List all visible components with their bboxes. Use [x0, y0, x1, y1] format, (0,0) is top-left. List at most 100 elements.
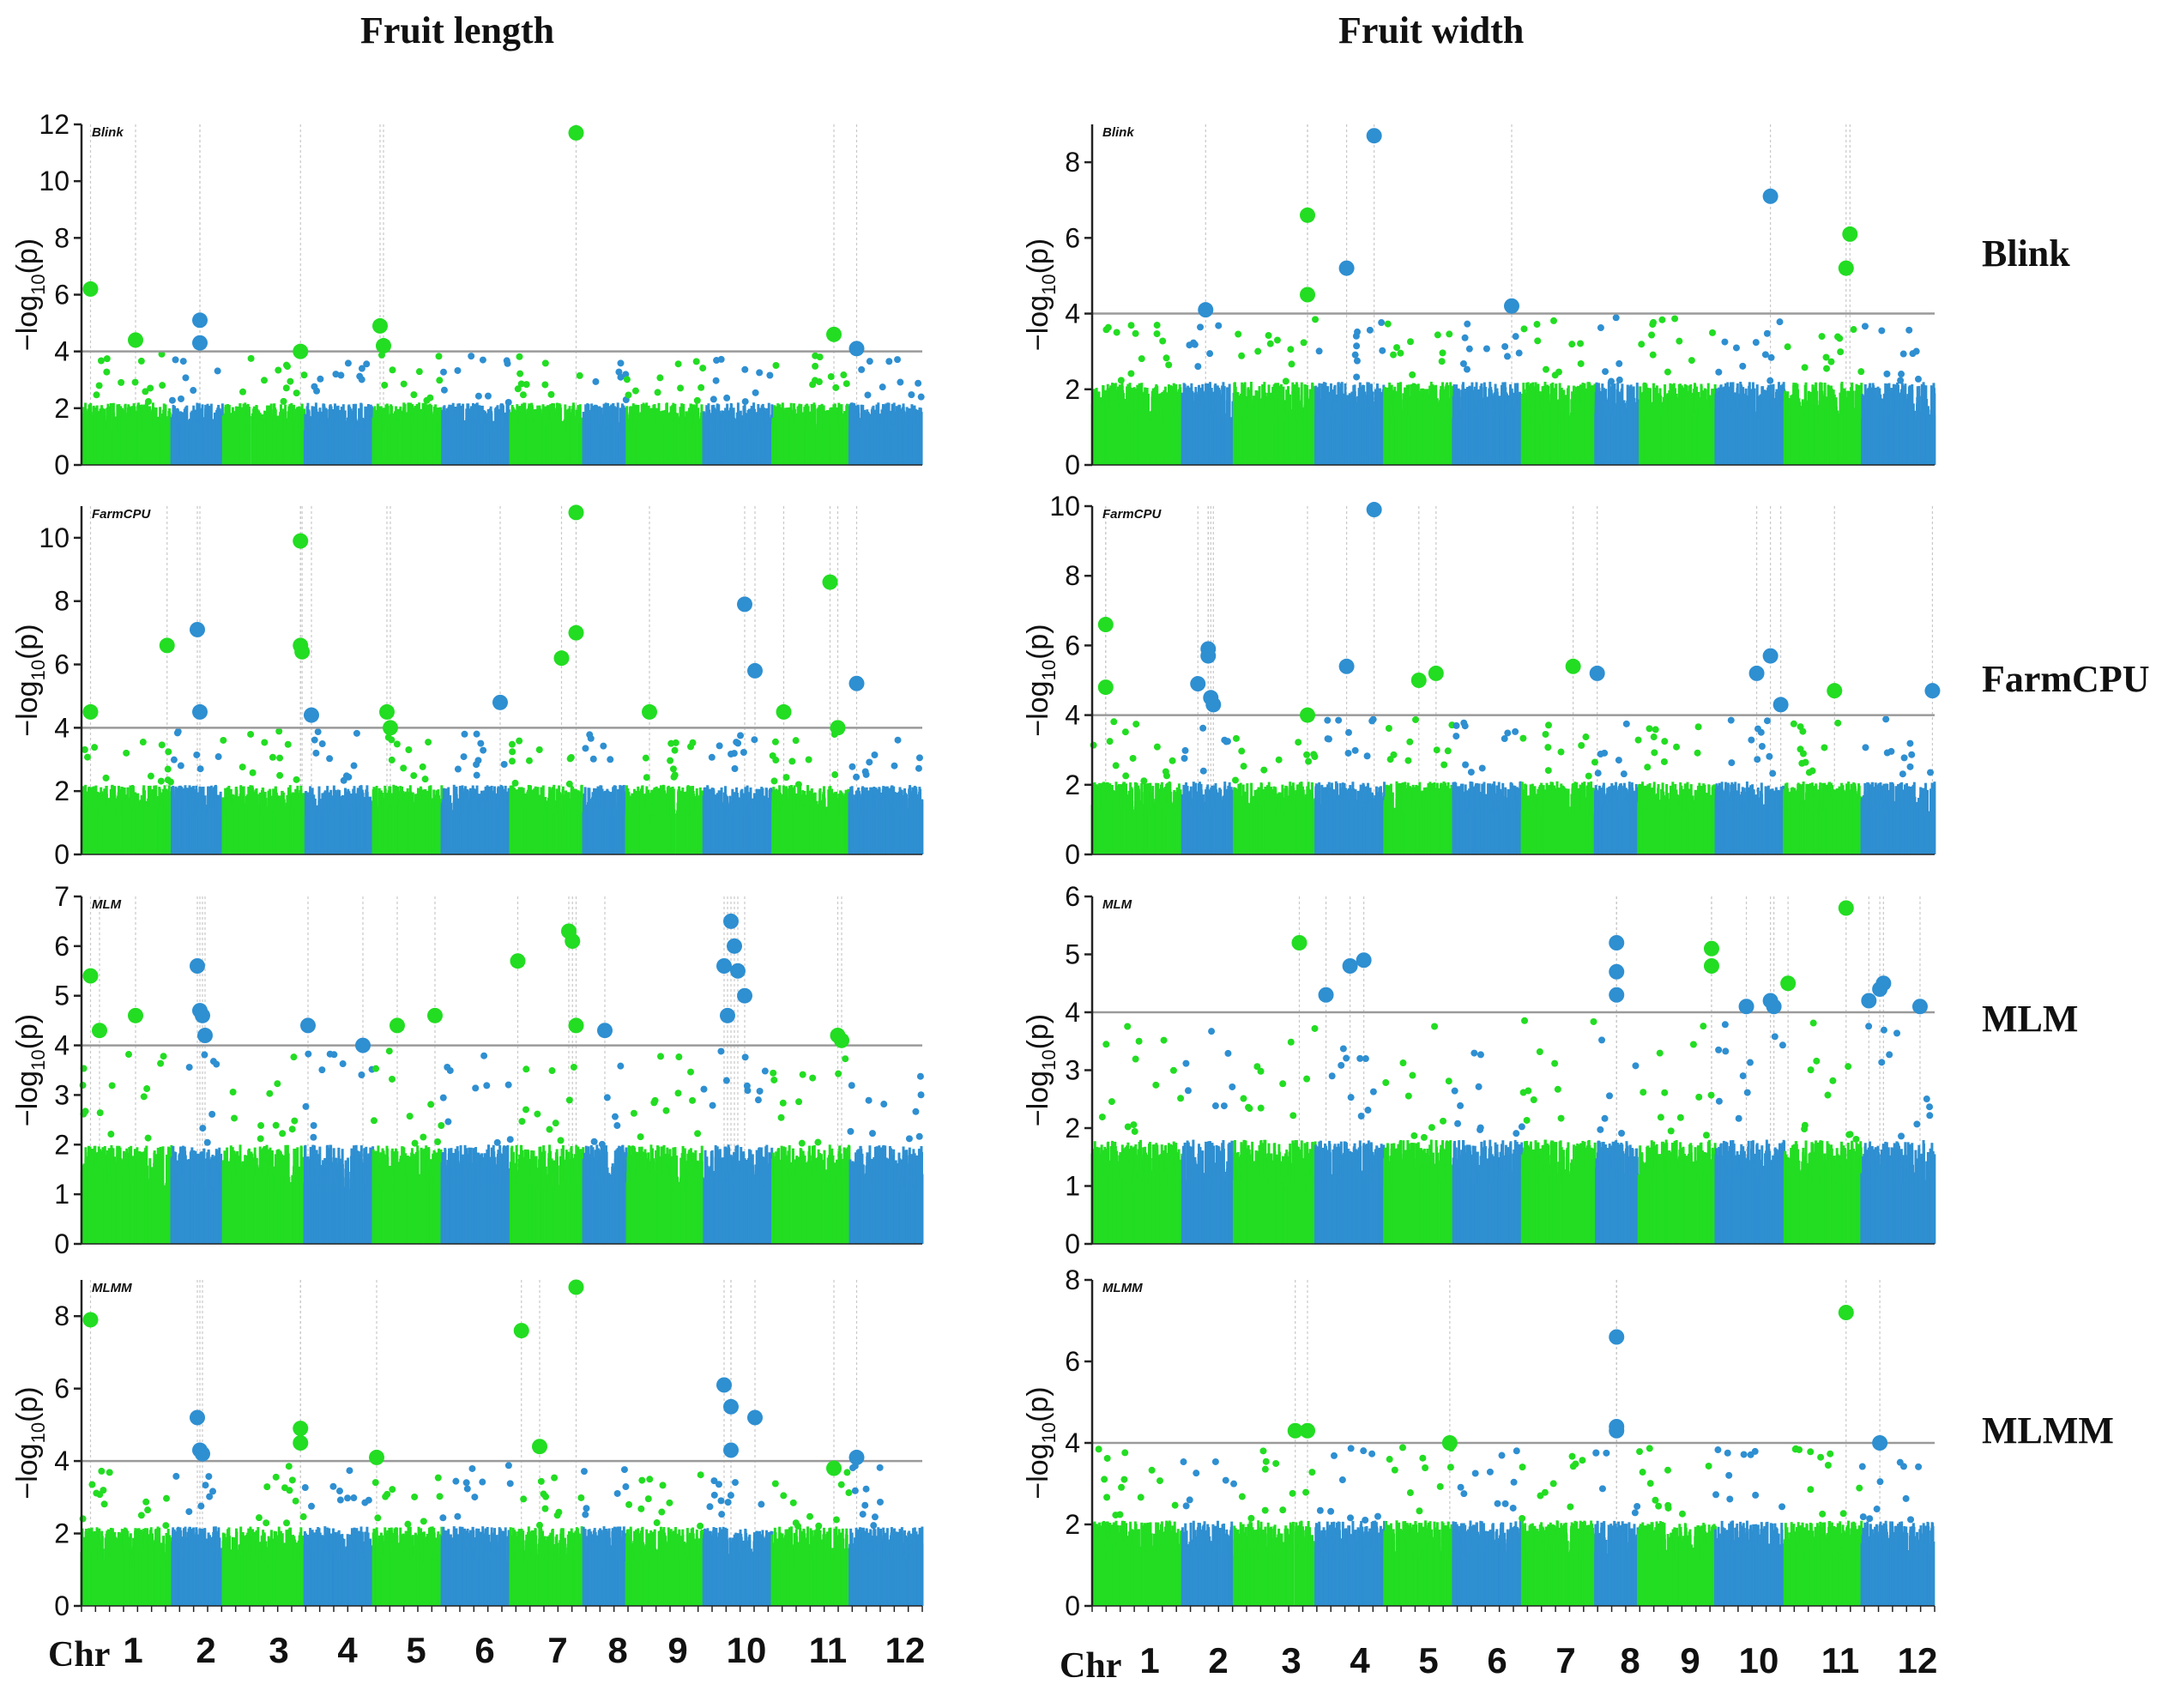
chromosome-label: 5 — [1418, 1640, 1438, 1681]
chromosome-label: 6 — [474, 1630, 494, 1670]
significant-snp — [1772, 697, 1789, 713]
snp-cloud-chr3 — [221, 1053, 306, 1244]
y-tick-label: 6 — [54, 931, 69, 962]
y-axis-label: −log10(p) — [1022, 238, 1060, 351]
snp-cloud-chr6 — [439, 1462, 514, 1606]
significant-snp — [1366, 128, 1382, 144]
significant-snp — [1300, 287, 1316, 303]
significant-snp — [848, 675, 865, 691]
y-tick-label: 0 — [1065, 1228, 1080, 1259]
y-tick-label: 2 — [1065, 1509, 1080, 1540]
y-tick-label: 6 — [1065, 881, 1080, 912]
significant-snp — [492, 694, 508, 710]
y-tick-label: 10 — [39, 166, 69, 196]
y-tick-label: 2 — [54, 776, 69, 806]
significant-snp — [1338, 658, 1355, 674]
chr-prefix-right: Chr — [1060, 1645, 1121, 1687]
snp-cloud-chr2 — [168, 356, 224, 465]
significant-snp — [1410, 673, 1427, 688]
row-label-mlm: MLM — [1982, 997, 2078, 1041]
snp-cloud-chr11 — [771, 352, 851, 465]
snp-cloud-chr12 — [848, 356, 925, 465]
chromosome-label: 2 — [1208, 1640, 1228, 1681]
significant-snp — [192, 335, 208, 351]
significant-snp — [737, 987, 752, 1004]
significant-snp — [1609, 1329, 1625, 1345]
snp-cloud-chr1 — [79, 1467, 173, 1606]
significant-snp — [826, 326, 842, 342]
significant-snp — [568, 1017, 584, 1034]
snp-cloud-chr3 — [1232, 1024, 1319, 1244]
panel-mlm-1: 0 1 2 3 4 5 6 −log10(p) MLM — [1022, 881, 1936, 1259]
snp-cloud-chr3 — [1231, 734, 1319, 854]
significant-snp — [513, 1323, 529, 1339]
significant-snp — [642, 703, 657, 720]
snp-cloud-chr3 — [1232, 316, 1320, 465]
significant-snp — [197, 1028, 213, 1043]
snp-cloud-chr5 — [1383, 320, 1454, 465]
snp-cloud-chr7 — [508, 737, 585, 854]
snp-cloud-chr4 — [301, 1467, 374, 1606]
significant-snp — [190, 958, 205, 974]
panel-model-tag: MLMM — [92, 1281, 132, 1295]
snp-cloud-chr10 — [1714, 318, 1786, 465]
significant-snp — [82, 703, 99, 720]
snp-cloud-chr1 — [1090, 718, 1183, 854]
significant-snp — [1342, 958, 1358, 974]
significant-snp — [1190, 676, 1206, 692]
y-tick-label: 2 — [54, 1129, 69, 1160]
y-axis-label: −log10(p) — [11, 1386, 49, 1499]
snp-cloud-chr11 — [1783, 326, 1865, 465]
snp-cloud-chr9 — [625, 739, 705, 854]
snp-cloud-chr2 — [1180, 1458, 1238, 1606]
significant-snp — [82, 968, 99, 984]
significant-snp — [1762, 188, 1778, 204]
significant-snp — [128, 332, 143, 348]
y-tick-label: 2 — [1065, 1113, 1080, 1144]
y-axis-label: −log10(p) — [11, 238, 49, 351]
snp-cloud-chr1 — [80, 739, 175, 854]
chromosome-label: 1 — [1139, 1640, 1159, 1681]
snp-cloud-chr1 — [81, 350, 173, 465]
snp-cloud-chr3 — [221, 1463, 307, 1606]
chromosome-label: 10 — [1739, 1640, 1779, 1681]
snp-cloud-chr11 — [770, 1055, 851, 1244]
snp-cloud-chr5 — [371, 351, 444, 465]
significant-snp — [1428, 665, 1444, 681]
significant-snp — [1780, 975, 1797, 992]
snp-cloud-chr12 — [1860, 1023, 1936, 1244]
panel-model-tag: Blink — [92, 125, 124, 140]
y-tick-label: 2 — [1065, 374, 1080, 405]
panel-model-tag: FarmCPU — [92, 507, 152, 522]
significant-snp — [822, 574, 838, 590]
y-tick-label: 8 — [1065, 147, 1080, 178]
significant-snp — [1838, 1305, 1854, 1320]
snp-cloud-chr11 — [770, 1469, 853, 1606]
chromosome-label: 5 — [406, 1630, 426, 1670]
chromosome-label: 3 — [1281, 1640, 1301, 1681]
y-axis-label: −log10(p) — [1022, 1386, 1060, 1499]
snp-cloud-chr6 — [1452, 719, 1524, 854]
snp-cloud-chr10 — [700, 1047, 774, 1244]
significant-snp — [1503, 298, 1519, 314]
significant-snp — [723, 1442, 739, 1458]
snp-cloud-chr9 — [1636, 1445, 1717, 1606]
significant-snp — [1703, 958, 1719, 974]
significant-snp — [1609, 1422, 1625, 1439]
snp-cloud-chr1 — [1090, 1023, 1185, 1244]
chromosome-label: 8 — [607, 1630, 627, 1670]
fruit-width-title: Fruit width — [1338, 9, 1524, 52]
snp-cloud-chr12 — [848, 1462, 924, 1606]
chromosome-label: 4 — [1350, 1640, 1370, 1681]
significant-snp — [293, 533, 309, 549]
snp-cloud-chr7 — [1519, 1452, 1597, 1606]
y-tick-label: 8 — [1065, 1264, 1080, 1295]
significant-snp — [830, 720, 846, 736]
significant-snp — [568, 124, 584, 141]
y-axis-label: −log10(p) — [1022, 624, 1060, 736]
significant-snp — [1338, 260, 1355, 276]
y-tick-label: 3 — [1065, 1055, 1080, 1086]
significant-snp — [1762, 648, 1778, 664]
y-tick-label: 4 — [54, 336, 69, 367]
chromosome-label: 6 — [1487, 1640, 1507, 1681]
